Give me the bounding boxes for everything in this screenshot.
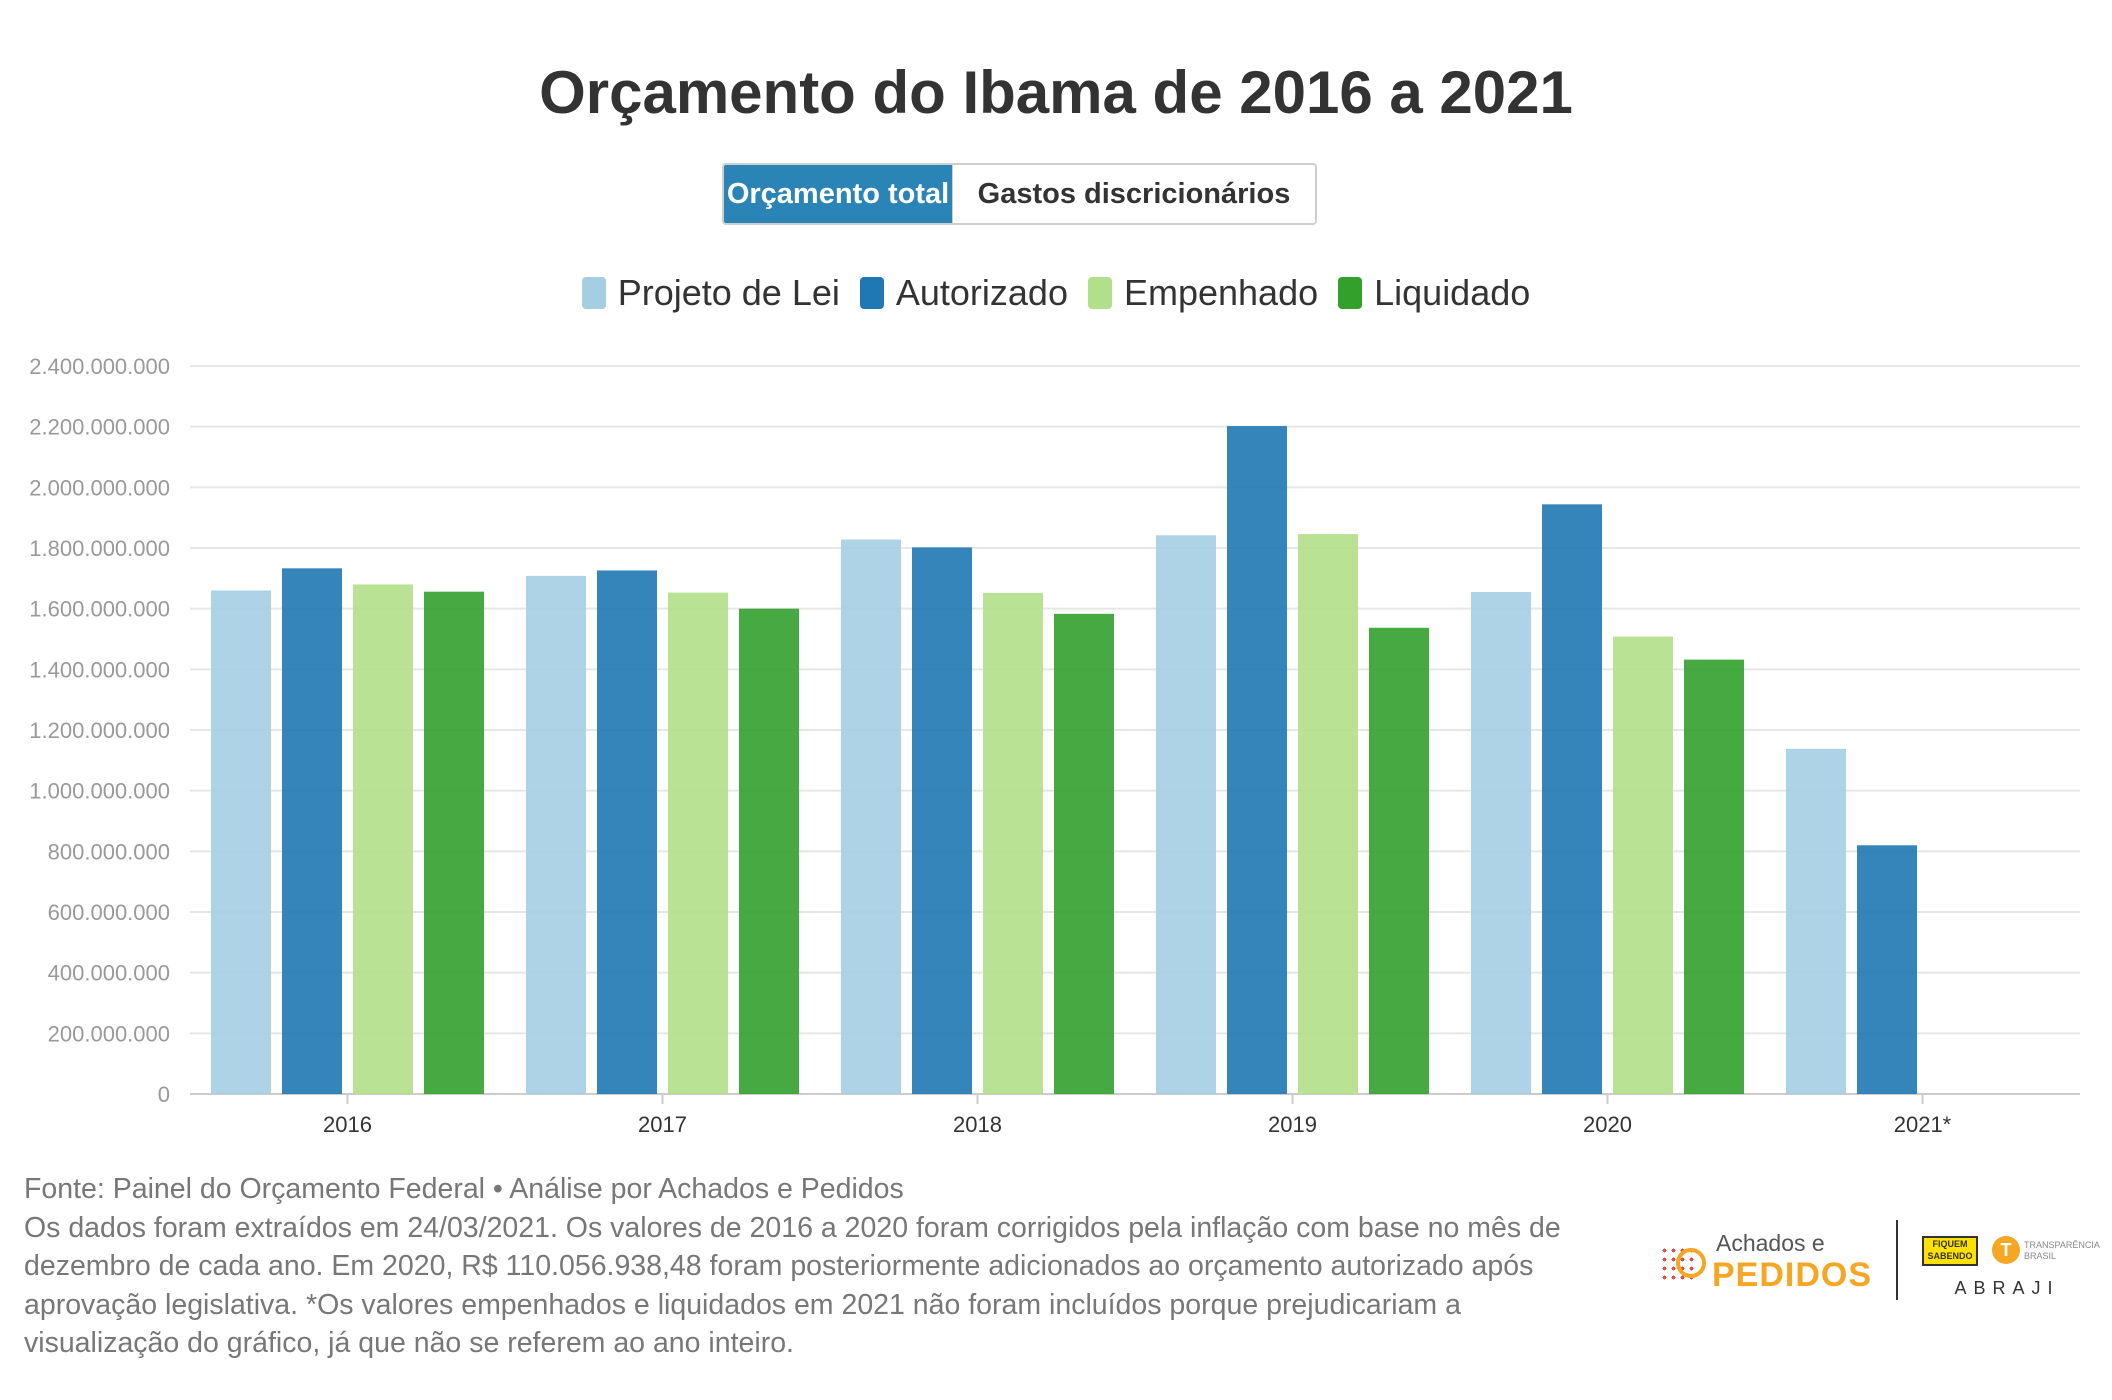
bar-projeto-de-lei (841, 539, 901, 1094)
legend-swatch-autorizado (859, 277, 884, 309)
y-tick-label: 600.000.000 (48, 900, 170, 925)
x-tick-label: 2016 (323, 1112, 372, 1137)
publisher-logos: Achados e PEDIDOS FIQUEM SABENDO T TRANS… (1660, 1220, 2100, 1320)
bar-empenhado (983, 592, 1043, 1094)
transparencia-logo-text: TRANSPARÊNCIA BRASIL (2024, 1240, 2100, 1261)
bar-autorizado (597, 570, 657, 1094)
legend-label-liquidado: Liquidado (1374, 272, 1531, 313)
bar-projeto-de-lei (1786, 748, 1846, 1094)
legend-swatch-empenhado (1087, 277, 1112, 309)
y-tick-label: 2.200.000.000 (29, 415, 170, 440)
footer-note: Os dados foram extraídos em 24/03/2021. … (24, 1211, 1561, 1360)
bar-empenhado (1298, 534, 1358, 1094)
chart-footer: Fonte: Painel do Orçamento Federal • Aná… (24, 1170, 1564, 1363)
achados-logo-big: PEDIDOS (1712, 1256, 1873, 1294)
x-tick-label: 2020 (1583, 1112, 1632, 1137)
tab-orcamento-total[interactable]: Orçamento total (724, 165, 952, 223)
y-tick-label: 800.000.000 (48, 839, 170, 864)
bar-liquidado (424, 591, 484, 1094)
legend-swatch-liquidado (1338, 277, 1363, 309)
bar-chart: 0 200.000.000 400.000.000 600.000.000 800.00… (29, 354, 2080, 1137)
bar-liquidado (1054, 613, 1114, 1094)
achados-logo-small: Achados e (1716, 1230, 1825, 1256)
legend-item-projeto[interactable]: Projeto de Lei (581, 272, 840, 314)
bar-autorizado (1227, 426, 1287, 1094)
bar-projeto-de-lei (526, 575, 586, 1094)
bar-liquidado (739, 608, 799, 1094)
legend-swatch-projeto (581, 277, 606, 309)
y-tick-label: 2.000.000.000 (29, 475, 170, 500)
y-tick-label: 1.600.000.000 (29, 597, 170, 622)
y-tick-label: 200.000.000 (48, 1021, 170, 1046)
y-tick-label: 1.800.000.000 (29, 536, 170, 561)
abraji-logo: ABRAJI (1954, 1278, 2060, 1298)
transparencia-mark-icon: T (1992, 1236, 2020, 1264)
bar-autorizado (1857, 845, 1917, 1094)
legend-item-autorizado[interactable]: Autorizado (859, 272, 1068, 314)
bar-autorizado (912, 547, 972, 1094)
tab-gastos-discricionarios[interactable]: Gastos discricionários (952, 165, 1315, 223)
y-tick-label: 400.000.000 (48, 961, 170, 986)
x-tick-label: 2017 (638, 1112, 687, 1137)
bar-empenhado (1613, 636, 1673, 1094)
achados-pedidos-logo: Achados e PEDIDOS (1660, 1230, 1873, 1300)
legend-label-projeto: Projeto de Lei (617, 272, 840, 313)
bar-empenhado (668, 592, 728, 1094)
bar-liquidado (1684, 659, 1744, 1094)
legend-item-empenhado[interactable]: Empenhado (1087, 272, 1319, 314)
x-tick-label: 2021* (1894, 1112, 1952, 1137)
bar-empenhado (353, 584, 413, 1094)
bar-projeto-de-lei (211, 590, 271, 1094)
legend-item-liquidado[interactable]: Liquidado (1338, 272, 1530, 314)
bar-autorizado (282, 568, 342, 1094)
legend-label-empenhado: Empenhado (1123, 272, 1319, 313)
bar-projeto-de-lei (1471, 591, 1531, 1094)
chart-title: Orçamento do Ibama de 2016 a 2021 (539, 59, 1573, 126)
bar-liquidado (1369, 627, 1429, 1094)
view-toggle: Orçamento total Gastos discricionários (722, 163, 1317, 225)
footer-source: Fonte: Painel do Orçamento Federal • Aná… (24, 1173, 904, 1205)
chart-legend: Projeto de Lei Autorizado Empenhado Liqu… (0, 272, 2112, 314)
y-tick-label: 1.000.000.000 (29, 779, 170, 804)
x-tick-label: 2019 (1268, 1112, 1317, 1137)
bar-projeto-de-lei (1156, 535, 1216, 1094)
legend-label-autorizado: Autorizado (895, 272, 1068, 313)
transparencia-brasil-logo: T TRANSPARÊNCIA BRASIL (1992, 1234, 2099, 1268)
y-tick-label: 2.400.000.000 (29, 354, 170, 379)
magnifier-icon (1676, 1248, 1706, 1278)
y-tick-label: 1.200.000.000 (29, 718, 170, 743)
x-tick-label: 2018 (953, 1112, 1002, 1137)
fiquem-sabendo-logo: FIQUEM SABENDO (1922, 1236, 1978, 1266)
logo-divider (1896, 1220, 1898, 1300)
bar-autorizado (1542, 504, 1602, 1094)
y-tick-label: 0 (158, 1082, 170, 1107)
y-tick-label: 1.400.000.000 (29, 657, 170, 682)
